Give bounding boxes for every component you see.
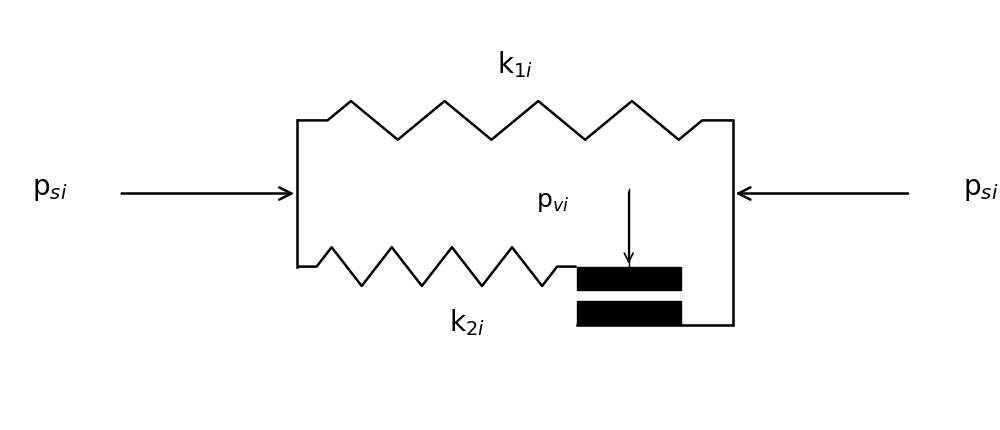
Text: k$_{2i}$: k$_{2i}$ — [449, 307, 485, 338]
Text: p$_{si}$: p$_{si}$ — [32, 175, 67, 203]
Bar — [577, 301, 681, 325]
Bar — [577, 267, 681, 290]
Text: p$_{vi}$: p$_{vi}$ — [536, 190, 569, 214]
Text: k$_{1i}$: k$_{1i}$ — [497, 49, 533, 80]
Text: p$_{si}$: p$_{si}$ — [963, 175, 998, 203]
